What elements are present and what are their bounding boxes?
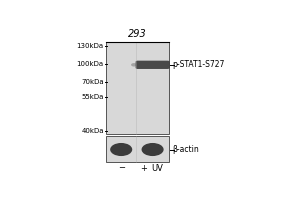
- Ellipse shape: [131, 63, 137, 67]
- Ellipse shape: [142, 143, 164, 156]
- FancyBboxPatch shape: [136, 61, 169, 69]
- Text: UV: UV: [152, 164, 163, 173]
- Ellipse shape: [110, 143, 132, 156]
- Text: β-actin: β-actin: [172, 145, 199, 154]
- Text: −: −: [118, 164, 125, 173]
- Text: 55kDa: 55kDa: [81, 94, 104, 100]
- Text: p-STAT1-S727: p-STAT1-S727: [172, 60, 225, 69]
- Text: 70kDa: 70kDa: [81, 79, 104, 85]
- Text: 100kDa: 100kDa: [76, 61, 104, 67]
- Text: +: +: [140, 164, 147, 173]
- Text: 40kDa: 40kDa: [81, 128, 104, 134]
- Text: 293: 293: [128, 29, 147, 39]
- Bar: [106, 42, 169, 134]
- Text: 130kDa: 130kDa: [76, 43, 104, 49]
- Bar: [106, 136, 169, 162]
